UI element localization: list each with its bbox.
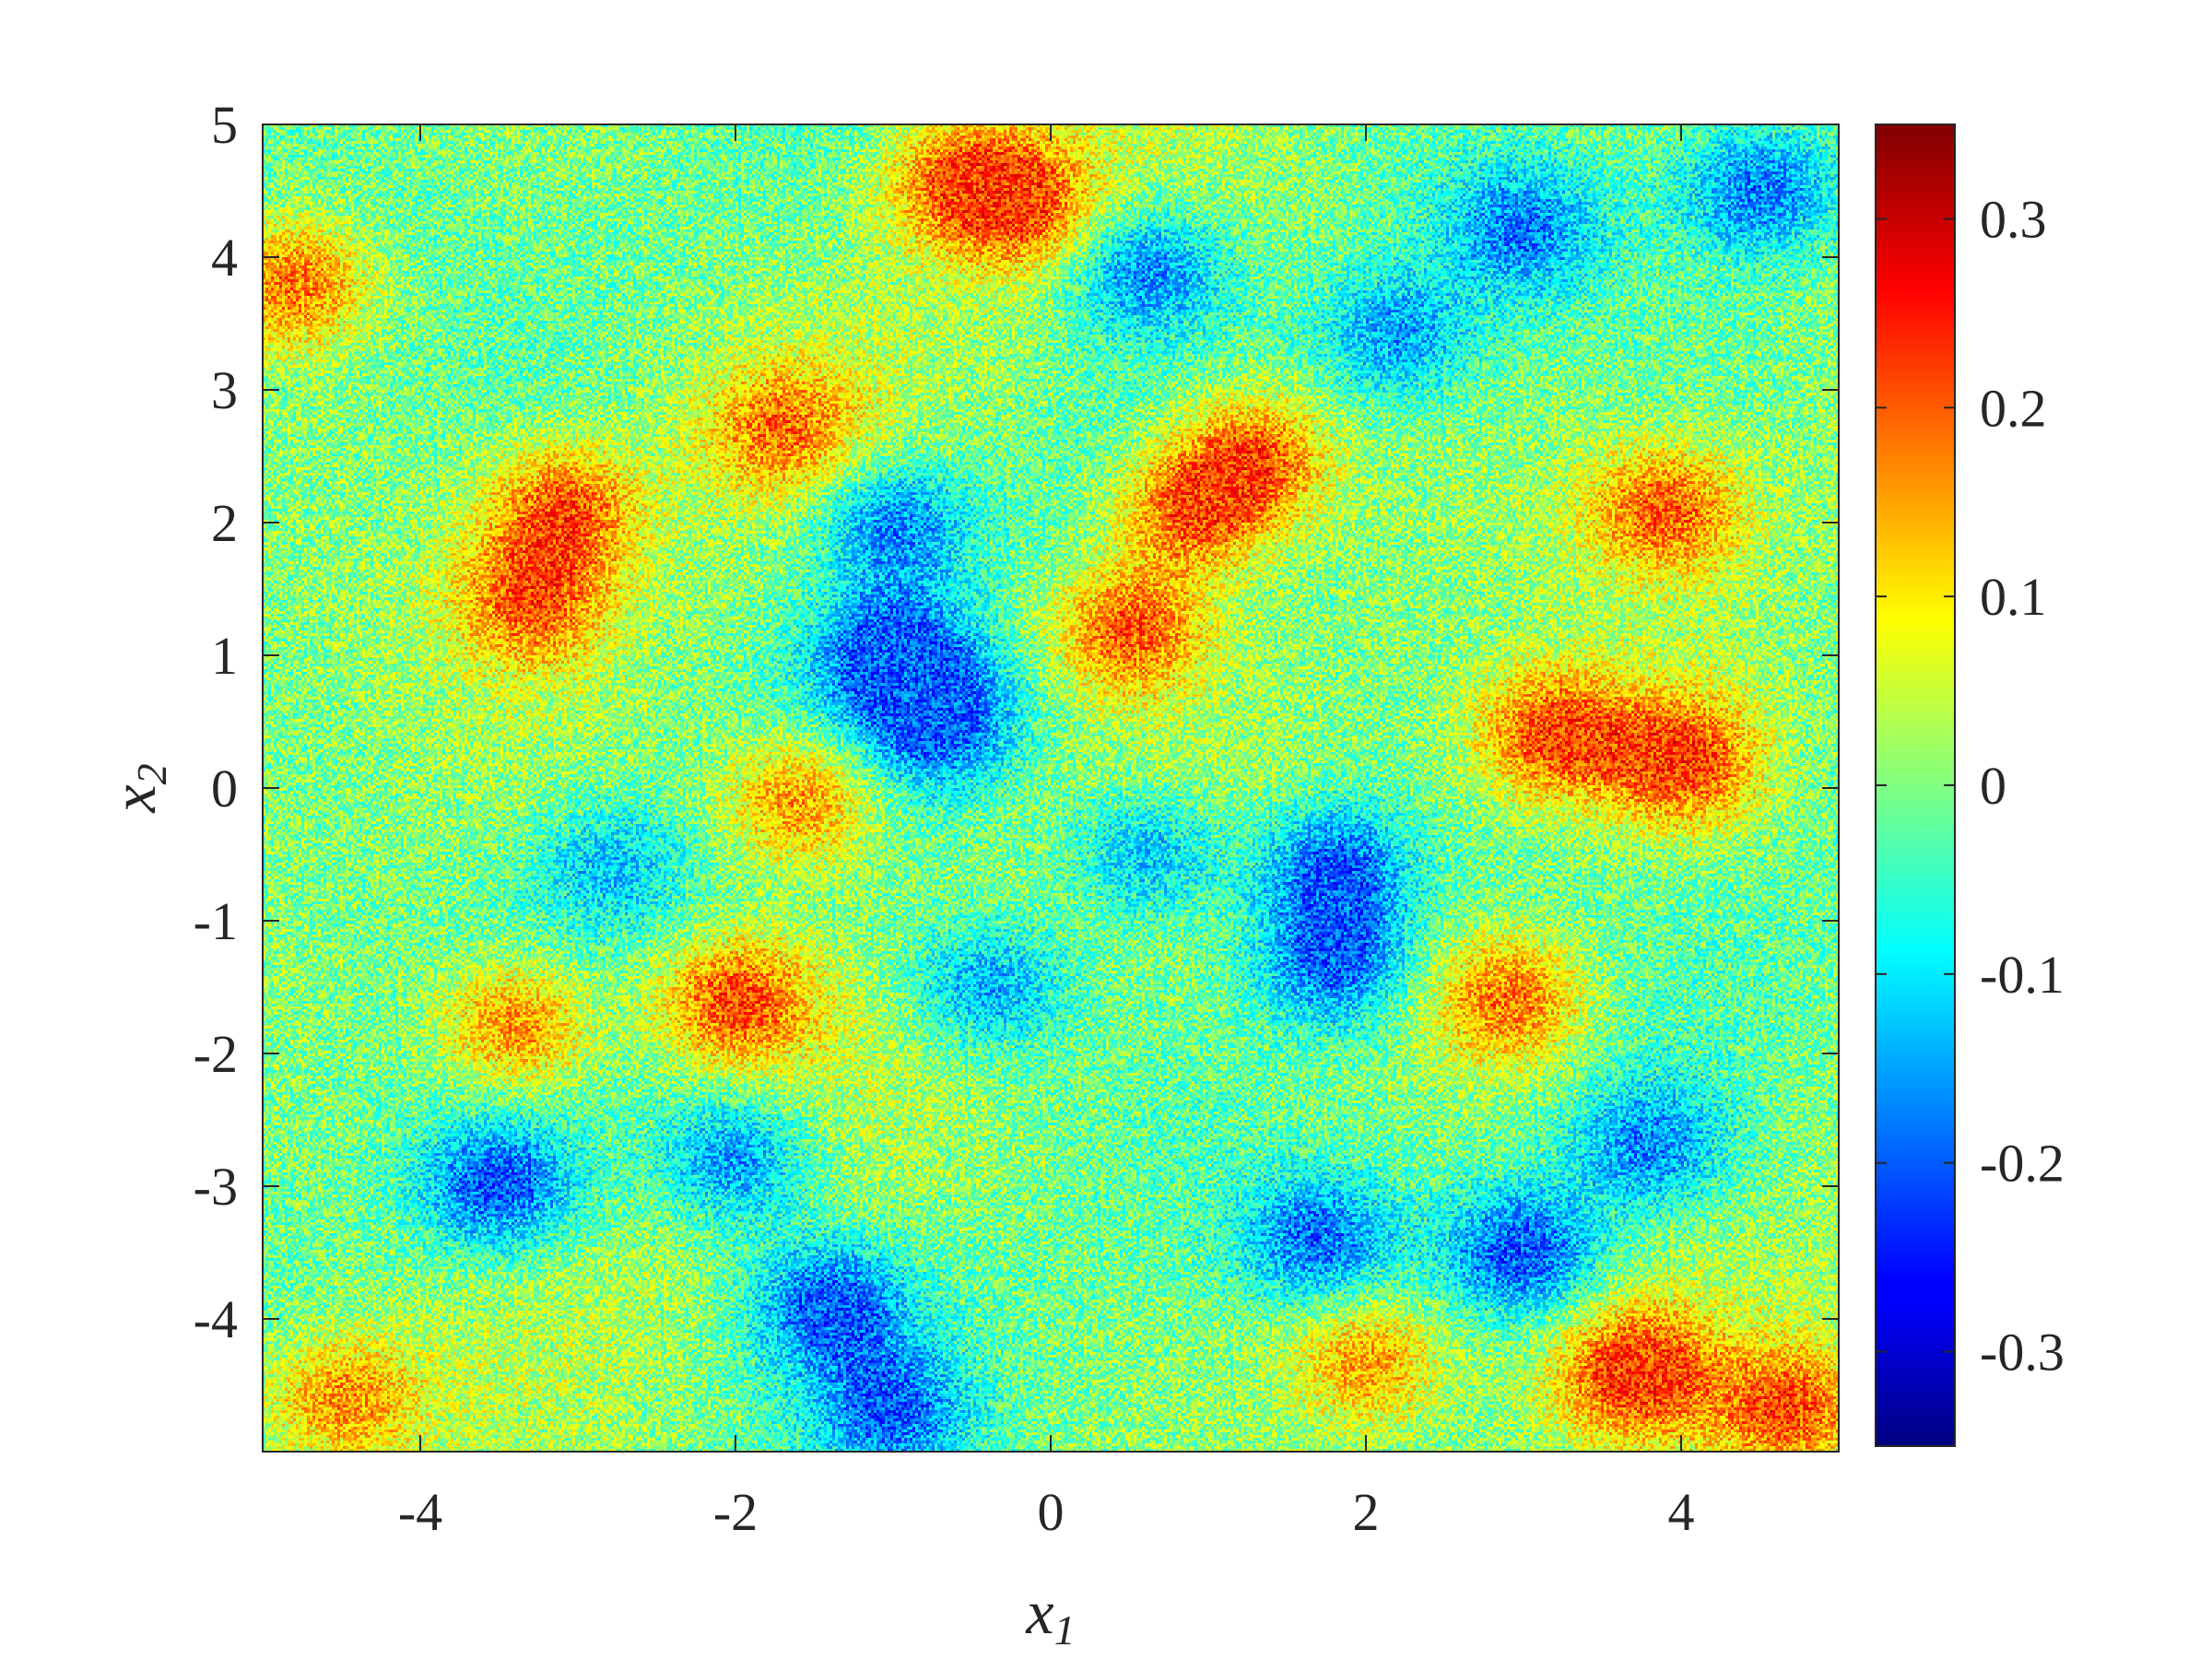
y-tick-label: 3 bbox=[211, 360, 238, 420]
y-tick-label: 0 bbox=[211, 759, 238, 818]
y-axis: -4 -3 -2 -1 0 1 2 3 4 5 bbox=[194, 95, 1839, 1349]
heatmap-canvas bbox=[263, 124, 1839, 1452]
y-tick-label: 5 bbox=[211, 95, 238, 155]
colorbar-tick-label: 0.2 bbox=[1980, 378, 2047, 438]
x-tick-label: 0 bbox=[1038, 1482, 1065, 1542]
colorbar: -0.3 -0.2 -0.1 0 0.1 0.2 0.3 bbox=[1875, 124, 2065, 1447]
y-tick-label: 2 bbox=[211, 493, 238, 553]
heatmap-plot bbox=[262, 124, 1840, 1453]
x-tick-label: 4 bbox=[1668, 1482, 1695, 1542]
colorbar-ticks: -0.3 -0.2 -0.1 0 0.1 0.2 0.3 bbox=[1876, 189, 2065, 1382]
colorbar-tick-label: 0.3 bbox=[1980, 189, 2047, 249]
x-tick-label: -2 bbox=[713, 1482, 758, 1542]
colorbar-gradient bbox=[1876, 124, 1955, 1446]
y-tick-label: -4 bbox=[194, 1289, 238, 1349]
y-tick-label: 4 bbox=[211, 228, 238, 288]
y-axis-label: x2 bbox=[99, 763, 175, 813]
colorbar-tick-label: -0.1 bbox=[1980, 945, 2065, 1005]
heatmap-field bbox=[263, 124, 1839, 1452]
y-tick-label: 1 bbox=[211, 626, 238, 686]
x-tick-label: -4 bbox=[398, 1482, 442, 1542]
y-tick-label: -3 bbox=[194, 1157, 238, 1217]
colorbar-tick-label: -0.2 bbox=[1980, 1134, 2065, 1194]
x-axis-label: x1 bbox=[1025, 1577, 1075, 1653]
y-tick-label: -2 bbox=[194, 1024, 238, 1084]
colorbar-tick-label: -0.3 bbox=[1980, 1323, 2065, 1382]
colorbar-tick-label: 0.1 bbox=[1980, 567, 2047, 627]
x-axis: -4 -2 0 2 4 bbox=[398, 124, 1695, 1542]
colorbar-tick-label: 0 bbox=[1980, 756, 2006, 816]
y-tick-label: -1 bbox=[194, 891, 238, 951]
x-tick-label: 2 bbox=[1353, 1482, 1380, 1542]
